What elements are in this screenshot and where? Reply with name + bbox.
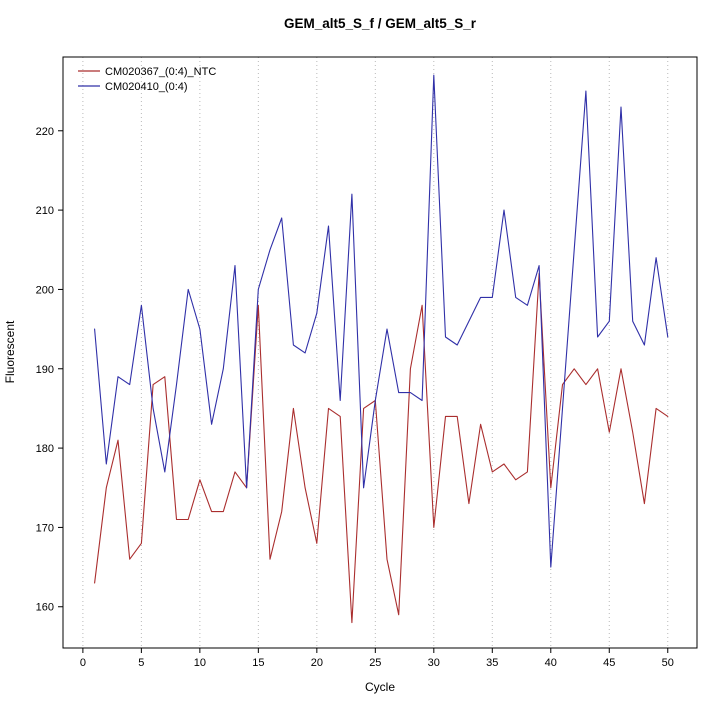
x-tick-label: 15 [252, 657, 264, 669]
y-tick-label: 220 [36, 126, 54, 138]
x-tick-label: 35 [486, 657, 498, 669]
x-tick-label: 40 [545, 657, 557, 669]
x-axis-label: Cycle [365, 680, 395, 694]
x-tick-label: 50 [662, 657, 674, 669]
y-tick-label: 160 [36, 602, 54, 614]
legend-label-1: CM020410_(0:4) [105, 81, 188, 93]
legend-label-0: CM020367_(0:4)_NTC [105, 66, 216, 78]
x-tick-label: 30 [428, 657, 440, 669]
x-tick-label: 0 [80, 657, 86, 669]
x-tick-label: 10 [194, 657, 206, 669]
chart-title: GEM_alt5_S_f / GEM_alt5_S_r [284, 16, 477, 31]
series-line-1 [94, 74, 669, 568]
x-tick-label: 5 [138, 657, 144, 669]
legend: CM020367_(0:4)_NTC CM020410_(0:4) [78, 66, 216, 93]
y-tick-label: 170 [36, 522, 54, 534]
x-tick-label: 20 [311, 657, 323, 669]
y-tick-label: 210 [36, 205, 54, 217]
y-tick-label: 200 [36, 284, 54, 296]
x-tick-label: 25 [369, 657, 381, 669]
series-line-0 [94, 273, 669, 624]
plot-area: 0 5 10 15 20 25 30 35 40 45 50 160 170 180 190 200 210 22… [36, 56, 698, 669]
y-axis-label: Fluorescent [3, 320, 17, 383]
y-tick-label: 190 [36, 364, 54, 376]
y-tick-label: 180 [36, 443, 54, 455]
plot-border [62, 56, 698, 649]
x-tick-label: 45 [603, 657, 615, 669]
